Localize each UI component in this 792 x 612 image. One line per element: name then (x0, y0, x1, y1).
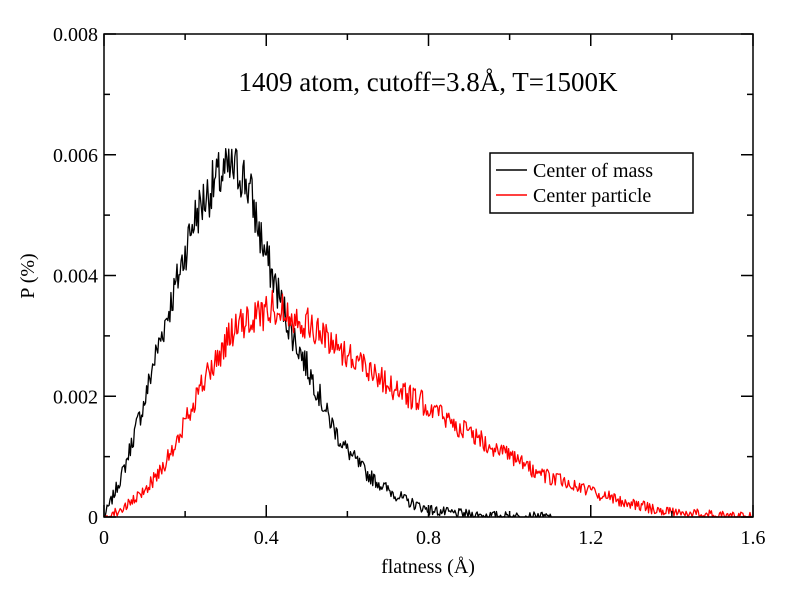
y-tick-label: 0 (88, 507, 98, 529)
y-tick-label: 0.004 (53, 266, 98, 288)
x-tick-label: 1.2 (578, 527, 603, 549)
x-tick-label: 0.4 (254, 527, 279, 549)
y-tick-label: 0.002 (53, 386, 98, 408)
plot-area (104, 34, 753, 517)
y-axis-label: P (%) (17, 253, 39, 298)
x-tick-label: 0 (99, 527, 109, 549)
tick-layer: 0 0.4 0.8 1.2 1.6 0 0.002 0.004 0.006 0.008 (53, 24, 766, 549)
legend: Center of mass Center particle (489, 152, 694, 214)
series-line-center-particle (103, 289, 754, 518)
plot-frame (103, 33, 754, 518)
chart-annotation: 1409 atom, cutoff=3.8Å, T=1500K (239, 67, 618, 97)
y-tick-label: 0.008 (53, 24, 98, 46)
legend-box (489, 152, 694, 214)
legend-label-center-of-mass: Center of mass (533, 160, 653, 182)
x-axis-label: flatness (Å) (381, 556, 475, 578)
y-tick-label: 0.006 (53, 145, 98, 167)
x-tick-label: 0.8 (416, 527, 441, 549)
x-tick-label: 1.6 (741, 527, 766, 549)
legend-label-center-particle: Center particle (533, 185, 651, 207)
